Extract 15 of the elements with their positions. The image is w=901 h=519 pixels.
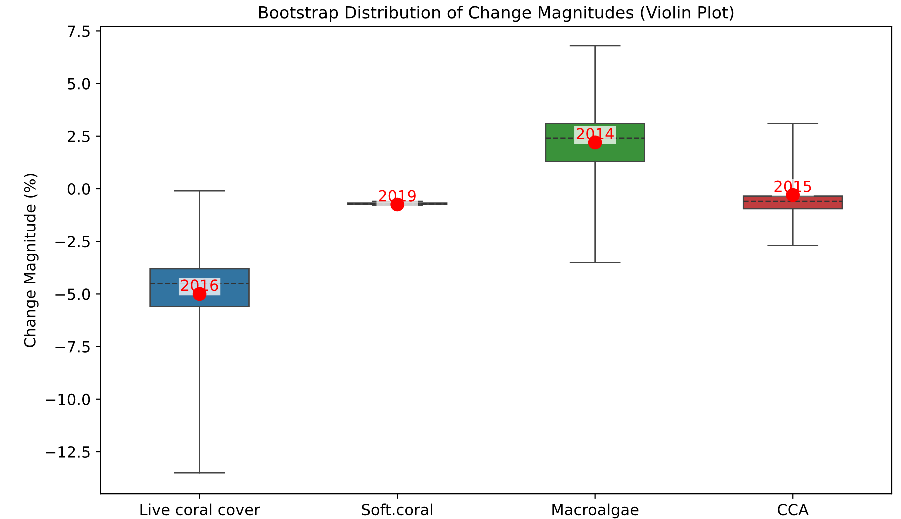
- chart-title: Bootstrap Distribution of Change Magnitudes (Violin Plot): [259, 6, 734, 22]
- x-tick-label: Macroalgae: [552, 504, 639, 519]
- y-tick-label: −2.5: [56, 236, 90, 248]
- x-tick-label: CCA: [778, 504, 809, 516]
- y-tick-label: −12.5: [46, 446, 90, 458]
- x-tick-label: Live coral cover: [140, 504, 260, 516]
- y-tick-label: −7.5: [56, 341, 90, 353]
- y-tick-label: 7.5: [68, 26, 90, 38]
- x-tick-label: Soft.coral: [362, 504, 432, 516]
- y-tick-label: 0.0: [68, 183, 90, 196]
- y-tick-label: 5.0: [68, 78, 90, 90]
- y-tick-label: −5.0: [56, 288, 90, 300]
- y-tick-label: 2.5: [68, 130, 90, 142]
- y-tick-label: −10.0: [46, 394, 90, 406]
- y-axis-title: Change Magnitude (%): [24, 174, 39, 348]
